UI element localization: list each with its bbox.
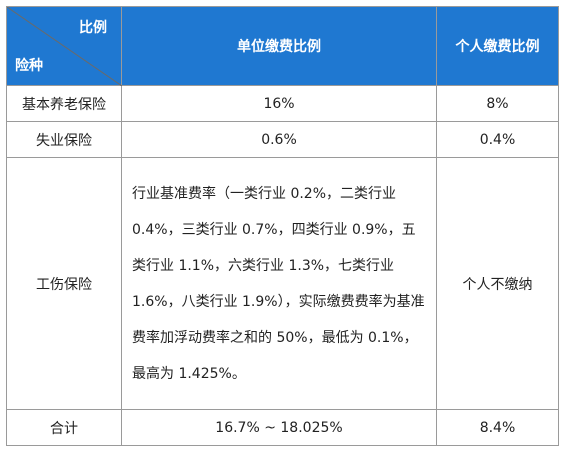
insurance-type-cell: 失业保险: [6, 121, 122, 158]
insurance-type-cell: 工伤保险: [6, 157, 122, 410]
personal-rate-cell: 0.4%: [436, 121, 559, 158]
diagonal-line: [7, 7, 122, 86]
insurance-type-corner-label: 险种: [15, 58, 43, 74]
ratio-corner-label: 比例: [79, 20, 107, 36]
table-row: 合计 16.7% ~ 18.025% 8.4%: [6, 409, 559, 446]
personal-rate-cell: 个人不缴纳: [436, 157, 559, 410]
personal-rate-cell: 8.4%: [436, 409, 559, 446]
unit-rate-header: 单位缴费比例: [121, 6, 437, 86]
table-row: 工伤保险 行业基准费率（一类行业 0.2%，二类行业 0.4%，三类行业 0.7…: [6, 157, 559, 410]
table-row: 基本养老保险 16% 8%: [6, 85, 559, 122]
unit-rate-cell: 16.7% ~ 18.025%: [121, 409, 437, 446]
personal-rate-cell: 8%: [436, 85, 559, 122]
unit-rate-cell: 0.6%: [121, 121, 437, 158]
table-row: 失业保险 0.6% 0.4%: [6, 121, 559, 158]
unit-rate-cell: 16%: [121, 85, 437, 122]
insurance-rate-table: 比例 险种 单位缴费比例 个人缴费比例 基本养老保险 16% 8% 失业保险 0…: [6, 6, 559, 446]
table-header-row: 比例 险种 单位缴费比例 个人缴费比例: [6, 6, 559, 86]
diagonal-header-cell: 比例 险种: [6, 6, 122, 86]
insurance-table-container: 比例 险种 单位缴费比例 个人缴费比例 基本养老保险 16% 8% 失业保险 0…: [6, 6, 559, 446]
insurance-type-cell: 基本养老保险: [6, 85, 122, 122]
insurance-type-cell: 合计: [6, 409, 122, 446]
personal-rate-header: 个人缴费比例: [436, 6, 559, 86]
unit-rate-cell: 行业基准费率（一类行业 0.2%，二类行业 0.4%，三类行业 0.7%，四类行…: [121, 157, 437, 410]
